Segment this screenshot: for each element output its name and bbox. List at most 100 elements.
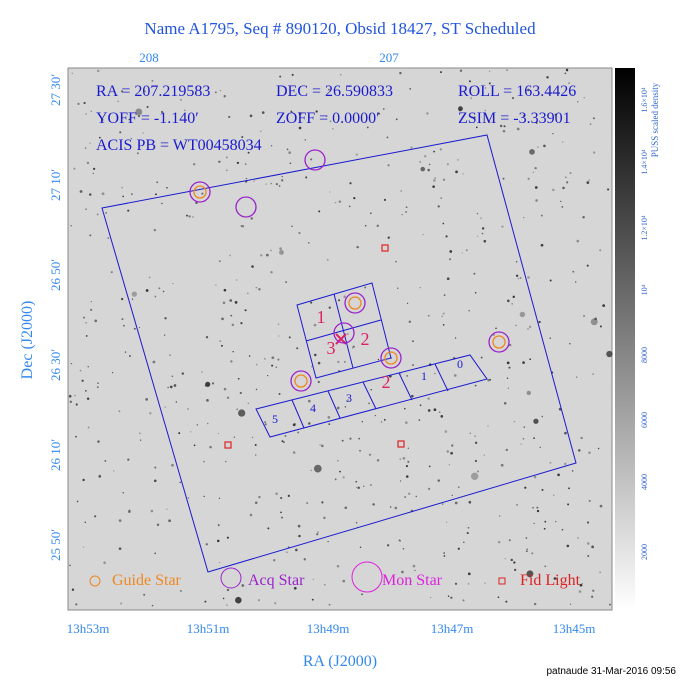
star: [442, 178, 446, 181]
star: [275, 366, 278, 369]
star: [153, 228, 157, 232]
star: [582, 215, 585, 219]
star: [549, 337, 552, 339]
star: [476, 212, 479, 215]
star: [136, 152, 139, 155]
star: [327, 88, 330, 91]
star: [87, 426, 90, 429]
star: [444, 430, 448, 433]
star: [348, 205, 351, 208]
star: [548, 93, 551, 95]
star: [297, 524, 301, 528]
star: [506, 377, 509, 379]
star: [432, 185, 435, 188]
star: [359, 449, 361, 452]
star: [337, 299, 341, 302]
star: [85, 390, 87, 392]
star: [303, 558, 306, 561]
colorbar-label: 2000: [640, 544, 649, 560]
fid-light: [224, 441, 232, 449]
star: [293, 586, 297, 590]
star: [484, 109, 487, 112]
star: [275, 183, 278, 186]
star: [565, 176, 567, 179]
star: [468, 80, 472, 83]
star: [85, 335, 88, 337]
star: [404, 407, 406, 410]
star: [308, 242, 310, 244]
chip-label: 3: [346, 391, 352, 405]
star: [244, 163, 247, 166]
star: [343, 295, 347, 299]
left-tick: 27 30′: [48, 74, 63, 106]
star: [501, 225, 504, 228]
star: [571, 93, 573, 96]
star: [376, 459, 380, 462]
star: [533, 522, 535, 525]
star: [298, 126, 302, 130]
star: [87, 366, 89, 368]
star: [179, 589, 182, 592]
legend-swatch: [220, 567, 242, 589]
star: [427, 168, 431, 172]
star: [468, 500, 472, 504]
star: [235, 596, 242, 604]
star: [308, 422, 311, 425]
star: [469, 432, 471, 434]
star: [196, 424, 198, 426]
star: [536, 506, 539, 509]
star: [218, 160, 221, 163]
chip-label: 2: [361, 329, 370, 349]
star: [473, 116, 476, 119]
star: [597, 447, 600, 450]
star: [588, 451, 591, 455]
star: [569, 171, 572, 175]
star: [509, 343, 512, 347]
star: [285, 281, 287, 283]
star: [462, 599, 465, 602]
acq-star: [333, 322, 355, 344]
star: [97, 440, 100, 443]
star: [576, 239, 580, 243]
star: [378, 112, 380, 115]
star: [154, 193, 157, 196]
star: [397, 287, 399, 289]
star: [237, 409, 246, 417]
colorbar-title: PUSS scaled density: [650, 82, 660, 157]
star: [533, 602, 537, 606]
star: [462, 173, 464, 175]
star: [343, 360, 346, 363]
star: [386, 544, 390, 547]
star: [152, 360, 156, 364]
star: [442, 312, 445, 315]
star: [145, 289, 149, 292]
star: [297, 431, 300, 434]
star: [193, 163, 196, 166]
star: [591, 595, 594, 598]
star: [499, 124, 503, 128]
star: [128, 509, 131, 512]
star: [298, 534, 301, 538]
star: [446, 163, 450, 166]
star: [83, 316, 86, 319]
star: [84, 521, 87, 524]
star: [85, 208, 87, 211]
star: [503, 401, 507, 405]
star: [179, 481, 181, 484]
star: [317, 380, 320, 384]
star: [323, 583, 326, 586]
star: [139, 439, 142, 441]
star: [467, 583, 470, 585]
top-tick: 207: [379, 50, 399, 65]
star: [555, 577, 558, 581]
chip-label: 3: [327, 338, 336, 358]
star: [368, 402, 370, 405]
star: [476, 470, 479, 473]
star: [562, 186, 565, 190]
star: [118, 519, 122, 522]
star: [258, 495, 261, 499]
star: [168, 519, 171, 523]
star: [279, 250, 284, 255]
star: [83, 101, 86, 105]
star: [314, 353, 317, 357]
